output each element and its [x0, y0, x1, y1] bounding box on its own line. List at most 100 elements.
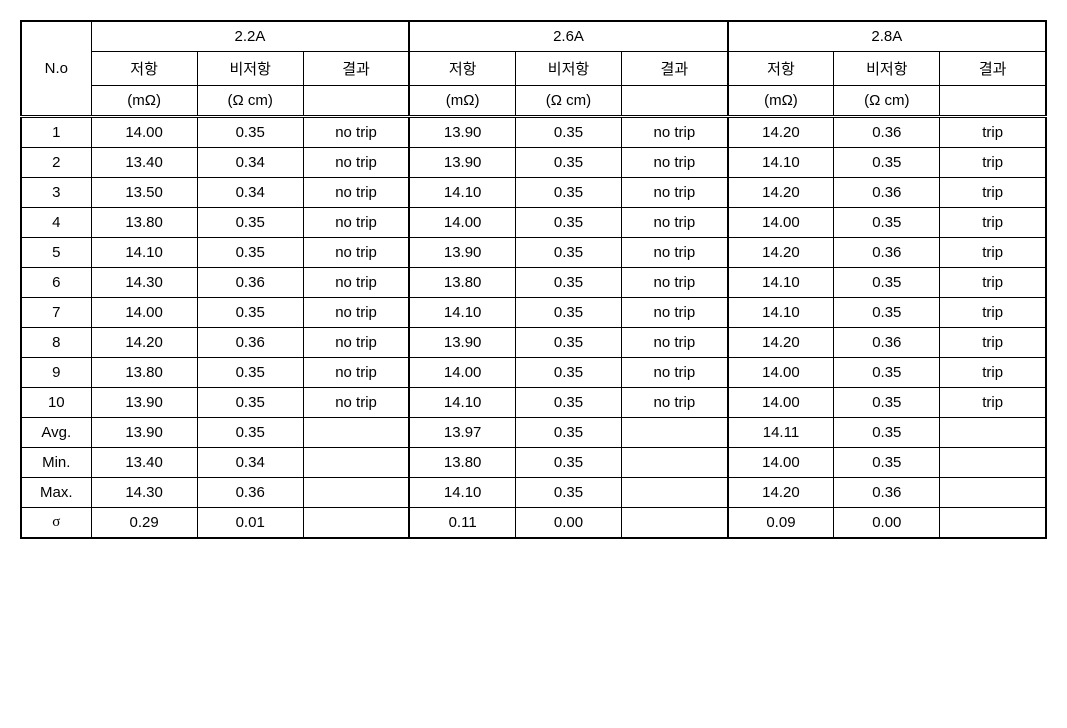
cell: 0.35 — [515, 358, 621, 388]
cell: 0.09 — [728, 508, 834, 539]
cell: 0.35 — [834, 418, 940, 448]
cell — [940, 448, 1046, 478]
table-row: 814.200.36no trip13.900.35no trip14.200.… — [21, 328, 1046, 358]
cell: 14.10 — [409, 298, 515, 328]
table-row: 213.400.34no trip13.900.35no trip14.100.… — [21, 148, 1046, 178]
table-row: 313.500.34no trip14.100.35no trip14.200.… — [21, 178, 1046, 208]
table-row: Max.14.300.3614.100.3514.200.36 — [21, 478, 1046, 508]
cell: 14.20 — [728, 178, 834, 208]
cell: 0.36 — [834, 178, 940, 208]
cell: 0.35 — [515, 148, 621, 178]
cell: 14.10 — [409, 178, 515, 208]
g3-sub-2: 결과 — [940, 52, 1046, 86]
cell: no trip — [622, 208, 728, 238]
cell: 0.35 — [834, 148, 940, 178]
cell: trip — [940, 328, 1046, 358]
cell: 1 — [21, 117, 91, 148]
cell: 0.35 — [515, 418, 621, 448]
cell: 0.00 — [515, 508, 621, 539]
cell: no trip — [622, 298, 728, 328]
cell: 14.20 — [728, 117, 834, 148]
cell: 0.01 — [197, 508, 303, 539]
g2-unit-0: (mΩ) — [409, 86, 515, 117]
cell: no trip — [303, 148, 409, 178]
cell: 13.50 — [91, 178, 197, 208]
cell — [303, 418, 409, 448]
cell: trip — [940, 238, 1046, 268]
cell — [303, 508, 409, 539]
cell: trip — [940, 388, 1046, 418]
cell: 0.29 — [91, 508, 197, 539]
cell: 0.36 — [197, 268, 303, 298]
g1-sub-2: 결과 — [303, 52, 409, 86]
cell: no trip — [622, 358, 728, 388]
cell: no trip — [303, 298, 409, 328]
cell: 0.11 — [409, 508, 515, 539]
g1-unit-0: (mΩ) — [91, 86, 197, 117]
cell: 14.00 — [409, 358, 515, 388]
cell: no trip — [303, 208, 409, 238]
cell — [940, 508, 1046, 539]
resistance-table: N.o 2.2A 2.6A 2.8A 저항 비저항 결과 저항 비저항 결과 저… — [20, 20, 1047, 539]
cell: 13.80 — [91, 358, 197, 388]
g3-unit-2 — [940, 86, 1046, 117]
cell: 0.34 — [197, 178, 303, 208]
cell: 0.35 — [197, 298, 303, 328]
table-body: 114.000.35no trip13.900.35no trip14.200.… — [21, 117, 1046, 539]
group-1-title: 2.2A — [91, 21, 409, 52]
cell: no trip — [622, 268, 728, 298]
cell: 14.10 — [728, 268, 834, 298]
cell: 0.36 — [834, 478, 940, 508]
g3-unit-1: (Ω cm) — [834, 86, 940, 117]
cell: 0.36 — [197, 478, 303, 508]
cell: trip — [940, 268, 1046, 298]
table-row: σ0.290.010.110.000.090.00 — [21, 508, 1046, 539]
table-row: 114.000.35no trip13.900.35no trip14.200.… — [21, 117, 1046, 148]
cell: 14.20 — [728, 328, 834, 358]
cell: 0.35 — [515, 388, 621, 418]
g2-unit-2 — [622, 86, 728, 117]
cell: 0.35 — [515, 448, 621, 478]
cell — [303, 478, 409, 508]
cell: trip — [940, 358, 1046, 388]
cell — [940, 418, 1046, 448]
g2-sub-0: 저항 — [409, 52, 515, 86]
cell: 0.34 — [197, 148, 303, 178]
cell: 14.00 — [91, 298, 197, 328]
group-3-title: 2.8A — [728, 21, 1046, 52]
table-row: Min.13.400.3413.800.3514.000.35 — [21, 448, 1046, 478]
cell: 13.90 — [91, 388, 197, 418]
cell: no trip — [303, 238, 409, 268]
cell: 14.00 — [728, 358, 834, 388]
cell: 13.90 — [91, 418, 197, 448]
cell: 13.97 — [409, 418, 515, 448]
cell: no trip — [622, 178, 728, 208]
cell — [622, 418, 728, 448]
cell: 14.00 — [728, 388, 834, 418]
group-2-title: 2.6A — [409, 21, 727, 52]
cell: 0.35 — [197, 358, 303, 388]
cell: 13.80 — [409, 448, 515, 478]
cell: 13.90 — [409, 328, 515, 358]
cell: 13.80 — [409, 268, 515, 298]
cell: 10 — [21, 388, 91, 418]
cell: 0.36 — [834, 117, 940, 148]
cell: 13.80 — [91, 208, 197, 238]
cell — [622, 508, 728, 539]
cell: no trip — [622, 117, 728, 148]
cell: 14.00 — [728, 208, 834, 238]
cell — [940, 478, 1046, 508]
cell: 13.40 — [91, 448, 197, 478]
cell — [622, 448, 728, 478]
cell: 0.35 — [515, 208, 621, 238]
g2-sub-2: 결과 — [622, 52, 728, 86]
g2-sub-1: 비저항 — [515, 52, 621, 86]
cell: 13.90 — [409, 148, 515, 178]
cell: 0.35 — [515, 298, 621, 328]
cell: 5 — [21, 238, 91, 268]
cell: 13.40 — [91, 148, 197, 178]
cell: trip — [940, 148, 1046, 178]
cell: 14.20 — [91, 328, 197, 358]
cell: 14.30 — [91, 268, 197, 298]
cell: Min. — [21, 448, 91, 478]
